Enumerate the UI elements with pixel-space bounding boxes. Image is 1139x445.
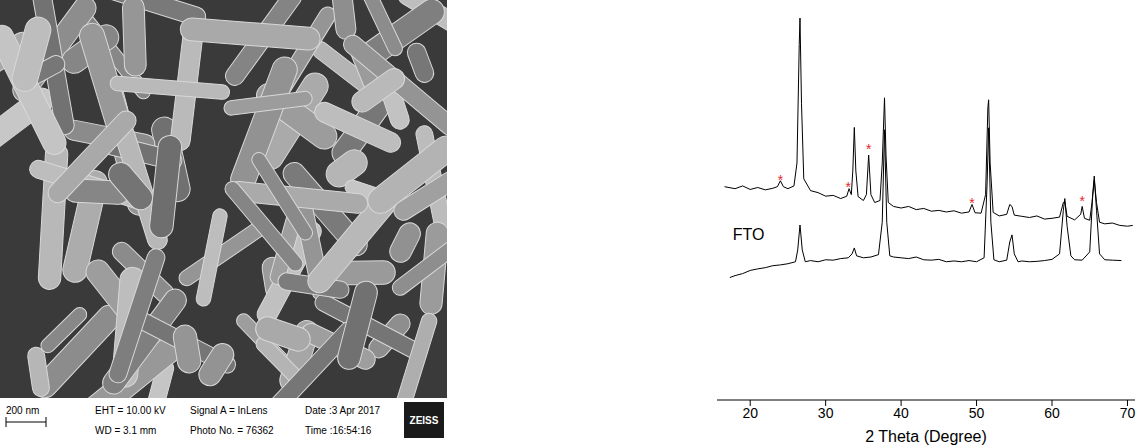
svg-text:Signal A = InLens: Signal A = InLens xyxy=(190,405,268,416)
svg-text:*: * xyxy=(969,195,975,211)
svg-text:Date :3 Apr 2017: Date :3 Apr 2017 xyxy=(305,405,380,416)
svg-text:EHT = 10.00 kV: EHT = 10.00 kV xyxy=(95,405,166,416)
svg-text:WD = 3.1 mm: WD = 3.1 mm xyxy=(95,425,156,436)
svg-text:*: * xyxy=(846,179,852,195)
svg-text:FTO: FTO xyxy=(733,226,765,243)
svg-text:*: * xyxy=(1079,193,1085,209)
svg-text:40: 40 xyxy=(893,405,909,421)
svg-text:30: 30 xyxy=(818,405,834,421)
svg-text:Time :16:54:16: Time :16:54:16 xyxy=(305,425,372,436)
svg-text:2 Theta (Degree): 2 Theta (Degree) xyxy=(865,428,987,445)
svg-text:ZEISS: ZEISS xyxy=(410,415,439,426)
svg-text:50: 50 xyxy=(969,405,985,421)
svg-text:Photo No. = 76362: Photo No. = 76362 xyxy=(190,425,274,436)
svg-text:*: * xyxy=(778,172,784,188)
svg-text:200 nm: 200 nm xyxy=(6,405,39,416)
svg-text:70: 70 xyxy=(1120,405,1136,421)
svg-text:60: 60 xyxy=(1044,405,1060,421)
svg-text:*: * xyxy=(866,141,872,157)
svg-text:20: 20 xyxy=(742,405,758,421)
